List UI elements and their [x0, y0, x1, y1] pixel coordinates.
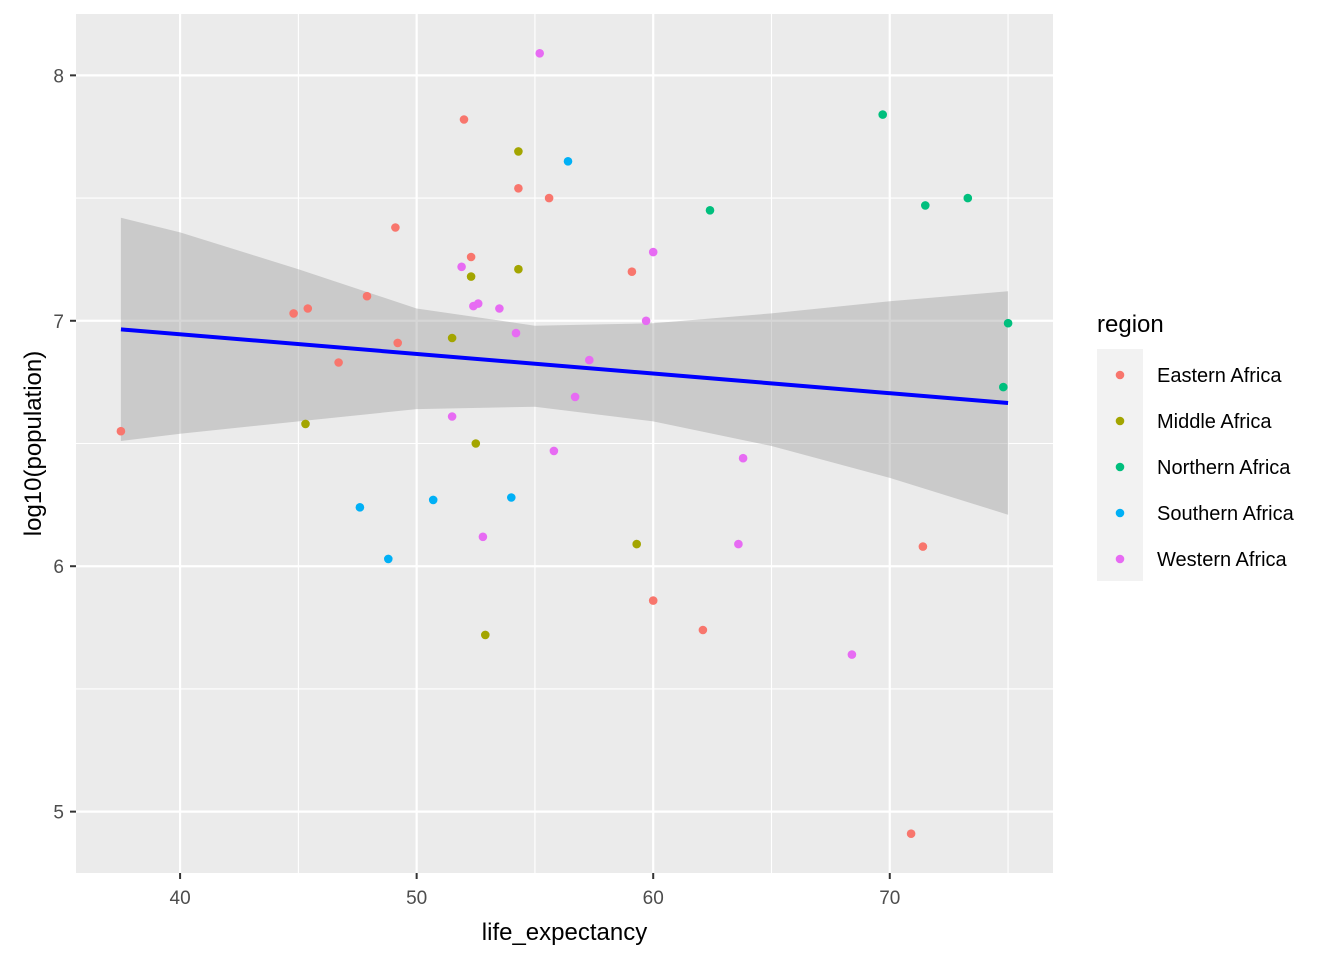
point-western-africa [570, 392, 580, 402]
point-western-africa [473, 299, 483, 308]
legend-label: Northern Africa [1157, 457, 1291, 479]
point-western-africa [738, 453, 748, 463]
point-western-africa [457, 262, 466, 272]
legend-label: Eastern Africa [1157, 365, 1282, 387]
point-middle-africa [447, 333, 457, 343]
major-gridlines [76, 14, 1053, 873]
legend-key [1115, 370, 1125, 380]
point-eastern-africa [459, 115, 469, 124]
point-western-africa [549, 446, 559, 456]
legend-items: Eastern Africa Middle Africa Northern Afri… [1115, 365, 1295, 571]
x-axis: 40 50 60 70 [170, 873, 900, 909]
point-eastern-africa [698, 625, 708, 635]
point-southern-africa [428, 495, 438, 505]
point-western-africa [447, 412, 457, 421]
legend-label: Western Africa [1157, 549, 1288, 571]
point-eastern-africa [289, 309, 298, 318]
point-eastern-africa [362, 291, 372, 301]
point-northern-africa [1003, 318, 1013, 328]
point-eastern-africa [116, 426, 126, 436]
point-western-africa [478, 532, 488, 542]
point-western-africa [495, 304, 504, 313]
x-axis-title: life_expectancy [482, 919, 647, 946]
point-eastern-africa [466, 252, 476, 262]
y-tick-label: 7 [53, 312, 64, 333]
point-eastern-africa [393, 338, 403, 348]
x-tick-label: 50 [406, 888, 427, 909]
point-western-africa [648, 247, 658, 257]
trend-line [120, 327, 1009, 405]
point-eastern-africa [514, 184, 523, 193]
point-northern-africa [963, 193, 973, 203]
point-middle-africa [301, 419, 310, 429]
point-western-africa [734, 539, 743, 549]
point-eastern-africa [334, 358, 343, 367]
x-tick-label: 70 [879, 888, 900, 909]
point-western-africa [535, 49, 544, 58]
legend-key [1115, 416, 1125, 426]
point-western-africa [847, 650, 857, 659]
point-eastern-africa [648, 596, 658, 605]
legend-label: Southern Africa [1157, 503, 1295, 525]
point-northern-africa [999, 382, 1008, 392]
data-points [116, 49, 1013, 838]
legend-key [1115, 554, 1125, 564]
legend-label: Middle Africa [1157, 411, 1272, 433]
point-western-africa [511, 328, 521, 338]
point-middle-africa [466, 272, 476, 281]
point-eastern-africa [906, 829, 916, 838]
point-southern-africa [384, 554, 393, 564]
point-western-africa [585, 355, 594, 365]
point-southern-africa [355, 503, 365, 512]
y-axis-title: log10(population) [20, 351, 47, 536]
y-tick-label: 8 [53, 66, 64, 87]
legend-key [1115, 462, 1125, 472]
legend-title: region [1097, 311, 1164, 338]
y-axis: 5 6 7 8 [53, 66, 76, 824]
y-tick-label: 6 [53, 557, 64, 578]
point-eastern-africa [391, 223, 400, 232]
x-tick-label: 40 [170, 888, 191, 909]
legend-key [1115, 508, 1125, 518]
point-middle-africa [471, 439, 481, 448]
point-middle-africa [632, 539, 641, 549]
point-northern-africa [705, 206, 715, 215]
point-western-africa [641, 316, 651, 326]
point-eastern-africa [544, 193, 554, 203]
point-southern-africa [507, 493, 516, 502]
point-eastern-africa [918, 542, 928, 551]
point-eastern-africa [627, 267, 637, 277]
point-eastern-africa [303, 304, 313, 313]
point-northern-africa [878, 110, 887, 119]
y-tick-label: 5 [53, 803, 64, 824]
x-tick-label: 60 [643, 888, 664, 909]
point-middle-africa [514, 264, 523, 274]
point-middle-africa [514, 147, 523, 156]
point-northern-africa [921, 201, 930, 210]
point-middle-africa [481, 630, 490, 640]
legend: region Eastern Africa Middle Africa Northe… [1097, 311, 1295, 581]
point-southern-africa [563, 157, 573, 166]
